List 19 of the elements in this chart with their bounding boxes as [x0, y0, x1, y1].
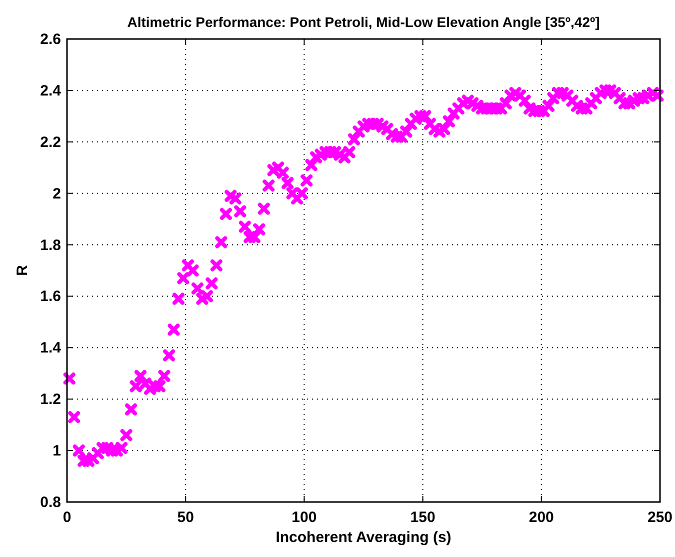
y-tick-label: 2.4 — [40, 82, 62, 100]
y-tick-label: 2.2 — [40, 134, 61, 151]
x-tick-label: 0 — [62, 509, 72, 526]
y-tick-label: 1.4 — [40, 340, 62, 357]
y-tick-label: 1.6 — [40, 288, 61, 306]
y-tick-label: 1.8 — [40, 236, 61, 254]
y-axis-title: R — [14, 264, 31, 276]
x-tick-label: 250 — [647, 509, 673, 526]
x-axis-title: Incoherent Averaging (s) — [276, 529, 452, 546]
y-tick-label: 2 — [52, 185, 61, 202]
y-tick-label: 2.6 — [40, 31, 61, 48]
x-tick-label: 50 — [177, 509, 194, 526]
y-tick-label: 1.2 — [40, 391, 61, 408]
x-tick-label: 200 — [528, 509, 554, 526]
y-tick-label: 0.8 — [40, 494, 61, 511]
x-tick-label: 150 — [410, 509, 436, 526]
chart-title: Altimetric Performance: Pont Petroli, Mid-Low Elevation Angle [35º,42º] — [127, 14, 600, 30]
y-tick-label: 1 — [52, 442, 61, 460]
x-tick-label: 100 — [292, 509, 317, 526]
